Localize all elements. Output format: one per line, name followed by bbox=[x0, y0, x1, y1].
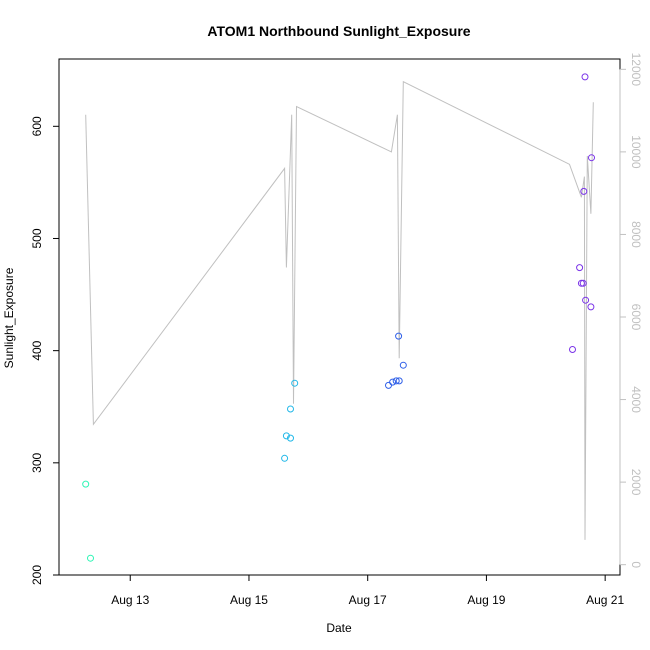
y2-tick-label: 6000 bbox=[629, 304, 643, 331]
data-point-series-4 bbox=[582, 296, 590, 304]
data-point-series-3 bbox=[392, 377, 400, 385]
data-point-series-4 bbox=[576, 264, 584, 272]
data-point-series-2 bbox=[287, 405, 294, 413]
data-point-series-4 bbox=[581, 73, 589, 81]
y-tick-label: 400 bbox=[30, 340, 44, 360]
y2-tick-label: 4000 bbox=[629, 386, 643, 413]
x-axis-label: Date bbox=[326, 621, 352, 635]
data-point-series-2 bbox=[282, 432, 290, 440]
y-axis: 200 300 400 500 600 bbox=[30, 116, 60, 585]
data-point-series-3 bbox=[389, 378, 397, 386]
secondary-series-line bbox=[85, 80, 594, 540]
x-tick-label: Aug 19 bbox=[467, 593, 505, 607]
secondary-line-layer bbox=[85, 80, 594, 540]
plot-area-border bbox=[58, 58, 621, 576]
data-point-series-4 bbox=[580, 187, 588, 195]
y2-tick-label: 0 bbox=[629, 561, 643, 568]
y2-tick-label: 10000 bbox=[629, 135, 643, 169]
data-point-series-2 bbox=[287, 434, 294, 442]
y-tick-label: 600 bbox=[30, 116, 44, 136]
secondary-y-axis: 0 2000 4000 6000 8000 10000 12000 bbox=[619, 53, 643, 568]
y2-tick-label: 8000 bbox=[629, 221, 643, 248]
data-point-series-4 bbox=[579, 279, 587, 287]
data-point-series-3 bbox=[395, 377, 403, 385]
points-layer bbox=[82, 73, 595, 562]
data-point-series-2 bbox=[291, 379, 299, 387]
data-point-series-3 bbox=[399, 361, 407, 369]
x-tick-label: Aug 17 bbox=[349, 593, 387, 607]
data-point-series-3 bbox=[395, 332, 403, 340]
data-point-series-1 bbox=[82, 480, 90, 488]
y2-tick-label: 2000 bbox=[629, 469, 643, 496]
y-tick-label: 500 bbox=[30, 228, 44, 248]
data-point-series-4 bbox=[588, 154, 595, 162]
data-point-series-1 bbox=[87, 554, 94, 562]
x-tick-label: Aug 21 bbox=[586, 593, 624, 607]
y-tick-label: 300 bbox=[30, 452, 44, 472]
y2-tick-label: 12000 bbox=[629, 53, 643, 87]
data-point-series-4 bbox=[587, 303, 595, 311]
y-tick-label: 200 bbox=[30, 565, 44, 585]
data-point-series-4 bbox=[569, 346, 576, 353]
chart-title: ATOM1 Northbound Sunlight_Exposure bbox=[207, 23, 470, 39]
data-point-series-3 bbox=[385, 381, 392, 389]
x-tick-label: Aug 13 bbox=[111, 593, 149, 607]
x-axis: Aug 13 Aug 15 Aug 17 Aug 19 Aug 21 bbox=[111, 574, 624, 607]
data-point-series-2 bbox=[281, 454, 289, 462]
y-axis-label: Sunlight_Exposure bbox=[2, 267, 16, 368]
x-tick-label: Aug 15 bbox=[230, 593, 268, 607]
